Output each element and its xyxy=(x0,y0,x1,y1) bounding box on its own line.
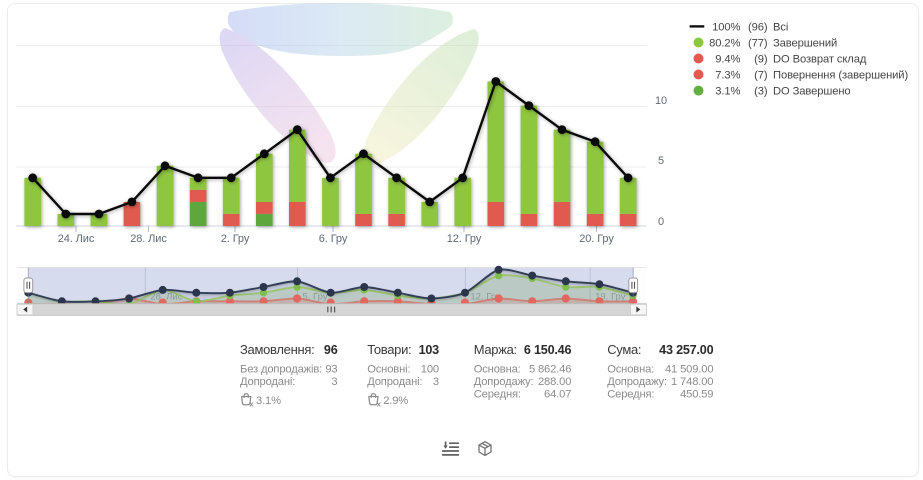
svg-text:24. Лис: 24. Лис xyxy=(58,233,95,245)
svg-text:Замовлення:: Замовлення: xyxy=(240,342,314,357)
svg-text:43 257.00: 43 257.00 xyxy=(659,343,713,357)
svg-text:2. Гру: 2. Гру xyxy=(221,233,250,245)
svg-text:288.00: 288.00 xyxy=(538,376,571,388)
svg-text:20. Гру: 20. Гру xyxy=(579,233,614,245)
svg-text:0: 0 xyxy=(658,216,664,228)
svg-text:Основна:: Основна: xyxy=(607,364,654,376)
svg-text:1 748.00: 1 748.00 xyxy=(671,376,713,388)
svg-text:(96): (96) xyxy=(748,21,768,33)
svg-text:Допродані:: Допродані: xyxy=(240,376,295,388)
svg-text:41 509.00: 41 509.00 xyxy=(665,364,713,376)
svg-text:12. Гру: 12. Гру xyxy=(470,292,501,303)
svg-text:96: 96 xyxy=(324,343,338,357)
svg-text:(9): (9) xyxy=(754,54,768,66)
svg-text:3: 3 xyxy=(433,376,439,388)
svg-text:2.9%: 2.9% xyxy=(383,395,408,407)
svg-text:3.1%: 3.1% xyxy=(256,395,281,407)
svg-text:10: 10 xyxy=(655,95,667,107)
svg-text:Всі: Всі xyxy=(773,21,788,33)
svg-text:Завершений: Завершений xyxy=(773,38,837,50)
svg-text:(7): (7) xyxy=(754,70,768,82)
svg-text:6. Гру: 6. Гру xyxy=(319,233,348,245)
svg-text:100%: 100% xyxy=(712,21,740,33)
svg-text:Сума:: Сума: xyxy=(607,342,641,357)
svg-text:Основні:: Основні: xyxy=(367,364,410,376)
svg-text:28. Лис: 28. Лис xyxy=(130,233,167,245)
svg-text:9.4%: 9.4% xyxy=(715,54,740,66)
svg-text:80.2%: 80.2% xyxy=(709,38,740,50)
svg-text:DO Возврат склад: DO Возврат склад xyxy=(773,54,867,66)
svg-text:Повернення (завершений): Повернення (завершений) xyxy=(773,70,908,82)
svg-text:3: 3 xyxy=(331,376,337,388)
svg-text:Основна:: Основна: xyxy=(474,364,521,376)
svg-text:64.07: 64.07 xyxy=(544,388,571,400)
svg-text:7.3%: 7.3% xyxy=(715,70,740,82)
svg-text:x: x xyxy=(249,400,254,409)
svg-text:x: x xyxy=(377,400,382,409)
svg-text:Допродані:: Допродані: xyxy=(367,376,422,388)
svg-text:28. Лис: 28. Лис xyxy=(150,292,182,303)
svg-text:19. Гру: 19. Гру xyxy=(595,292,626,303)
svg-text:5 862.46: 5 862.46 xyxy=(529,364,571,376)
svg-text:450.59: 450.59 xyxy=(680,388,713,400)
svg-text:Середня:: Середня: xyxy=(607,388,654,400)
svg-text:93: 93 xyxy=(325,364,337,376)
svg-text:5. Гру: 5. Гру xyxy=(303,292,328,303)
svg-text:Середня:: Середня: xyxy=(474,388,521,400)
svg-text:Маржа:: Маржа: xyxy=(474,342,517,357)
svg-text:6 150.46: 6 150.46 xyxy=(524,343,572,357)
svg-text:5: 5 xyxy=(658,155,664,167)
svg-text:Без допродажів:: Без допродажів: xyxy=(240,364,322,376)
svg-text:Товари:: Товари: xyxy=(367,342,411,357)
svg-text:3.1%: 3.1% xyxy=(715,86,740,98)
svg-text:103: 103 xyxy=(419,343,440,357)
svg-text:Допродажу:: Допродажу: xyxy=(474,376,534,388)
svg-text:12. Гру: 12. Гру xyxy=(447,233,482,245)
svg-text:(3): (3) xyxy=(754,86,768,98)
svg-text:100: 100 xyxy=(421,364,439,376)
svg-text:DO Завершено: DO Завершено xyxy=(773,86,851,98)
svg-text:(77): (77) xyxy=(748,38,768,50)
svg-text:Допродажу:: Допродажу: xyxy=(607,376,667,388)
